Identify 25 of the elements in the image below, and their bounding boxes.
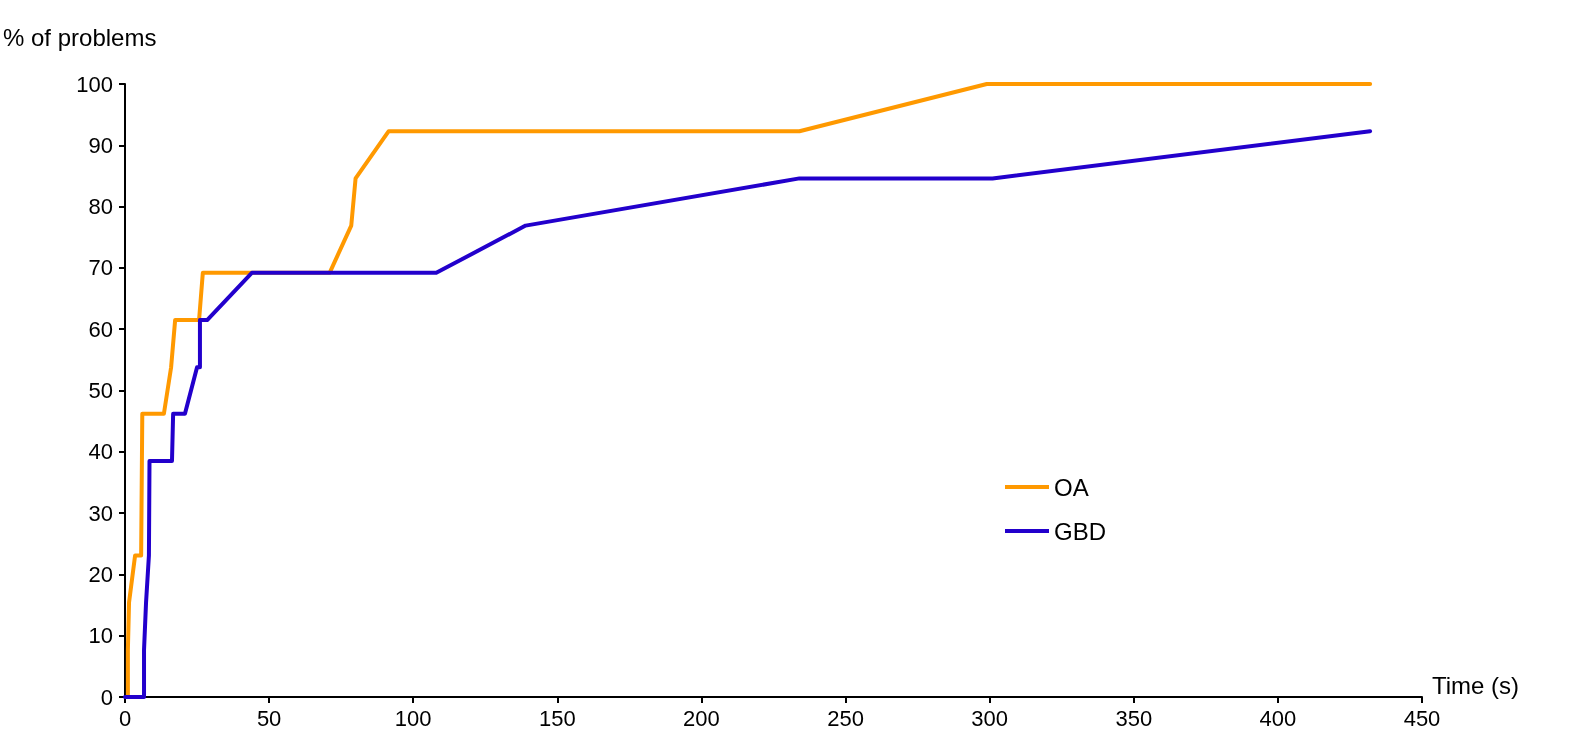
- x-tick-label: 350: [1115, 705, 1153, 731]
- x-axis-title: Time (s): [1432, 671, 1520, 699]
- y-tick-label: 0: [100, 684, 113, 710]
- x-tick-label: 0: [118, 705, 132, 731]
- x-tick-label: 450: [1403, 705, 1441, 731]
- y-tick-label: 70: [88, 255, 113, 281]
- legend-label: GBD: [1054, 517, 1107, 545]
- y-tick-label: 20: [88, 561, 113, 587]
- x-tick-label: 150: [538, 705, 576, 731]
- legend-label: OA: [1054, 473, 1089, 501]
- y-tick-label: 50: [88, 378, 113, 403]
- x-tick-label: 250: [827, 705, 864, 731]
- y-axis-title: % of problems: [3, 23, 157, 51]
- x-tick-label: 200: [683, 705, 720, 731]
- x-tick-label: 300: [971, 705, 1009, 731]
- y-tick-label: 30: [88, 500, 113, 526]
- y-tick-label: 100: [76, 71, 113, 97]
- x-tick-label: 50: [256, 705, 282, 731]
- x-tick-label: 100: [394, 705, 432, 731]
- y-tick-label: 10: [88, 623, 113, 649]
- y-tick-label: 40: [88, 439, 113, 465]
- y-tick-label: 90: [88, 132, 113, 158]
- x-tick-label: 400: [1259, 705, 1297, 731]
- y-tick-label: 60: [88, 316, 113, 342]
- y-tick-label: 80: [88, 194, 113, 220]
